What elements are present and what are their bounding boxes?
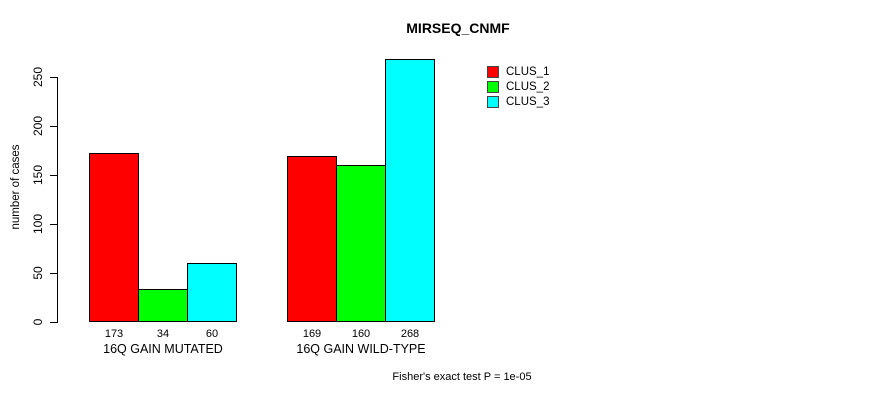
- y-tick-label: 250: [31, 66, 45, 88]
- bar-value-label: 160: [351, 328, 371, 340]
- legend-label: CLUS_3: [506, 95, 550, 108]
- bar-value-label: 173: [104, 328, 124, 340]
- y-tick-label: 50: [31, 266, 45, 280]
- legend-swatch-icon: [487, 65, 499, 78]
- bar-clus_2-group2: [336, 165, 386, 322]
- y-axis-tick: [50, 77, 57, 78]
- y-axis-tick: [50, 175, 57, 176]
- bar-clus_1-group2: [287, 156, 337, 322]
- legend-swatch-icon: [487, 95, 499, 108]
- legend-item-clus_1: CLUS_1: [487, 64, 549, 79]
- y-axis-tick: [50, 126, 57, 127]
- legend-item-clus_3: CLUS_3: [487, 94, 549, 109]
- chart-title: MIRSEQ_CNMF: [406, 20, 510, 36]
- y-tick-label: 200: [31, 115, 45, 137]
- y-axis-tick: [50, 224, 57, 225]
- y-tick-label: 150: [31, 164, 45, 186]
- y-tick-label: 100: [31, 213, 45, 235]
- bar-clus_1-group1: [89, 152, 139, 322]
- legend-label: CLUS_1: [506, 65, 550, 78]
- bar-clus_2-group1: [138, 288, 188, 322]
- y-axis-tick: [50, 273, 57, 274]
- bar-clus_3-group2: [385, 59, 435, 322]
- legend-swatch-icon: [487, 80, 499, 93]
- legend-label: CLUS_2: [506, 80, 550, 93]
- category-label: 16Q GAIN WILD-TYPE: [296, 342, 426, 356]
- bar-value-label: 34: [156, 328, 170, 340]
- y-tick-label: 0: [31, 318, 45, 326]
- y-axis-label: number of cases: [10, 144, 22, 230]
- bar-value-label: 268: [400, 328, 420, 340]
- legend: CLUS_1 CLUS_2 CLUS_3: [487, 64, 549, 109]
- stat-annotation: Fisher's exact test P = 1e-05: [392, 371, 532, 383]
- bar-clus_3-group1: [187, 263, 237, 322]
- bar-value-label: 60: [205, 328, 219, 340]
- bar-value-label: 169: [302, 328, 322, 340]
- category-label: 16Q GAIN MUTATED: [103, 342, 223, 356]
- y-axis-tick: [50, 322, 57, 323]
- legend-item-clus_2: CLUS_2: [487, 79, 549, 94]
- y-axis-line: [57, 77, 58, 323]
